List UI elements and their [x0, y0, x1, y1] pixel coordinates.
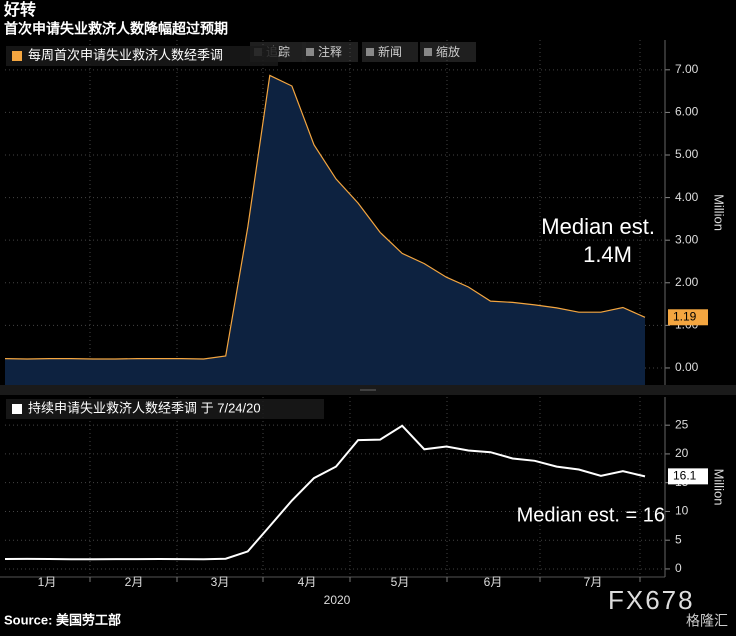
y-tick-label: 20 [675, 446, 689, 460]
y-tick-label: 5 [675, 532, 682, 546]
y-tick-label: 4.00 [675, 190, 699, 204]
toolbar-button[interactable] [420, 42, 476, 62]
x-tick-label: 3月 [211, 575, 230, 589]
x-tick-label: 2月 [125, 575, 144, 589]
last-value-label: 16.1 [673, 469, 697, 483]
x-year-label: 2020 [324, 593, 351, 607]
legend-box [6, 399, 324, 419]
y-tick-label: 10 [675, 504, 689, 518]
x-tick-label: 4月 [298, 575, 317, 589]
subtitle: 首次申请失业救济人数降幅超过预期 [4, 21, 228, 37]
line [4, 424, 646, 561]
annotation: Median est. = 16 [517, 504, 665, 526]
y-axis-label: Million [712, 469, 727, 506]
y-tick-label: 0 [675, 561, 682, 575]
toolbar-icon [306, 48, 314, 56]
last-value-label: 1.19 [673, 309, 697, 323]
x-tick-label: 1月 [38, 575, 57, 589]
x-tick-label: 6月 [484, 575, 503, 589]
toolbar-label[interactable]: 注释 [318, 44, 342, 59]
toolbar-icon [424, 48, 432, 56]
toolbar-label[interactable]: 新闻 [378, 44, 402, 59]
y-tick-label: 6.00 [675, 105, 699, 119]
y-tick-label: 3.00 [675, 232, 699, 246]
legend-label: 持续申请失业救济人数经季调 于 7/24/20 [28, 400, 261, 415]
annotation: Median est. [541, 214, 655, 239]
legend-label: 每周首次申请失业救济人数经季调 [28, 47, 223, 62]
y-tick-label: 5.00 [675, 147, 699, 161]
x-tick-label: 7月 [584, 575, 603, 589]
area [5, 75, 645, 386]
legend-swatch [12, 51, 22, 61]
toolbar: 追踪 注释 新闻 缩放 [250, 42, 476, 62]
source: Source: 美国劳工部 [4, 612, 121, 627]
legend-swatch [12, 404, 22, 414]
watermark-site: 格隆汇 [686, 613, 728, 629]
y-axis-label: Million [712, 194, 727, 231]
y-tick-label: 25 [675, 417, 689, 431]
watermark: FX678 [608, 585, 695, 615]
last-value-box [668, 468, 708, 485]
legend-box [6, 46, 278, 66]
x-tick-label: 5月 [391, 575, 410, 589]
line [4, 74, 646, 360]
toolbar-button[interactable] [362, 42, 418, 62]
y-tick-label: 0.00 [675, 360, 699, 374]
y-tick-label: 2.00 [675, 275, 699, 289]
toolbar-button[interactable] [302, 42, 358, 62]
annotation: 1.4M [583, 242, 632, 267]
last-value-box [668, 309, 708, 326]
y-tick-label: 7.00 [675, 62, 699, 76]
title: 好转 [3, 0, 36, 19]
toolbar-label[interactable]: 缩放 [436, 44, 460, 59]
toolbar-icon [366, 48, 374, 56]
